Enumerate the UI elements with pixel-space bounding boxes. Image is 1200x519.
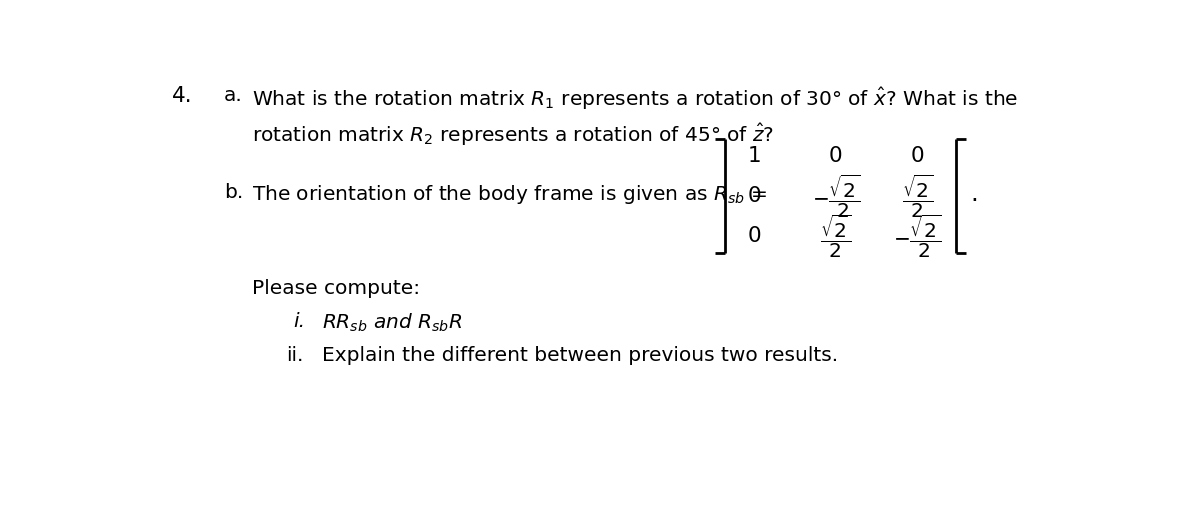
- Text: a.: a.: [223, 86, 242, 105]
- Text: $\dfrac{\sqrt{2}}{2}$: $\dfrac{\sqrt{2}}{2}$: [901, 172, 932, 220]
- Text: .: .: [971, 182, 978, 206]
- Text: rotation matrix $R_2$ represents a rotation of 45° of $\hat{z}$?: rotation matrix $R_2$ represents a rotat…: [252, 121, 774, 147]
- Text: Explain the different between previous two results.: Explain the different between previous t…: [322, 346, 838, 365]
- Text: $-\dfrac{\sqrt{2}}{2}$: $-\dfrac{\sqrt{2}}{2}$: [893, 213, 941, 260]
- Text: 0: 0: [748, 186, 761, 206]
- Text: 1: 1: [748, 146, 761, 166]
- Text: 0: 0: [829, 146, 842, 166]
- Text: 4.: 4.: [172, 86, 192, 106]
- Text: 0: 0: [911, 146, 924, 166]
- Text: b.: b.: [223, 183, 242, 202]
- Text: $\dfrac{\sqrt{2}}{2}$: $\dfrac{\sqrt{2}}{2}$: [821, 213, 852, 260]
- Text: ii.: ii.: [286, 346, 302, 365]
- Text: i.: i.: [293, 312, 305, 331]
- Text: $RR_{sb}$ and $R_{sb}R$: $RR_{sb}$ and $R_{sb}R$: [322, 312, 462, 334]
- Text: Please compute:: Please compute:: [252, 279, 420, 298]
- Text: What is the rotation matrix $R_1$ represents a rotation of 30° of $\hat{x}$? Wha: What is the rotation matrix $R_1$ repres…: [252, 86, 1019, 112]
- Text: 0: 0: [748, 226, 761, 247]
- Text: $-\dfrac{\sqrt{2}}{2}$: $-\dfrac{\sqrt{2}}{2}$: [812, 172, 860, 220]
- Text: The orientation of the body frame is given as $R_{sb}$ =: The orientation of the body frame is giv…: [252, 183, 768, 206]
